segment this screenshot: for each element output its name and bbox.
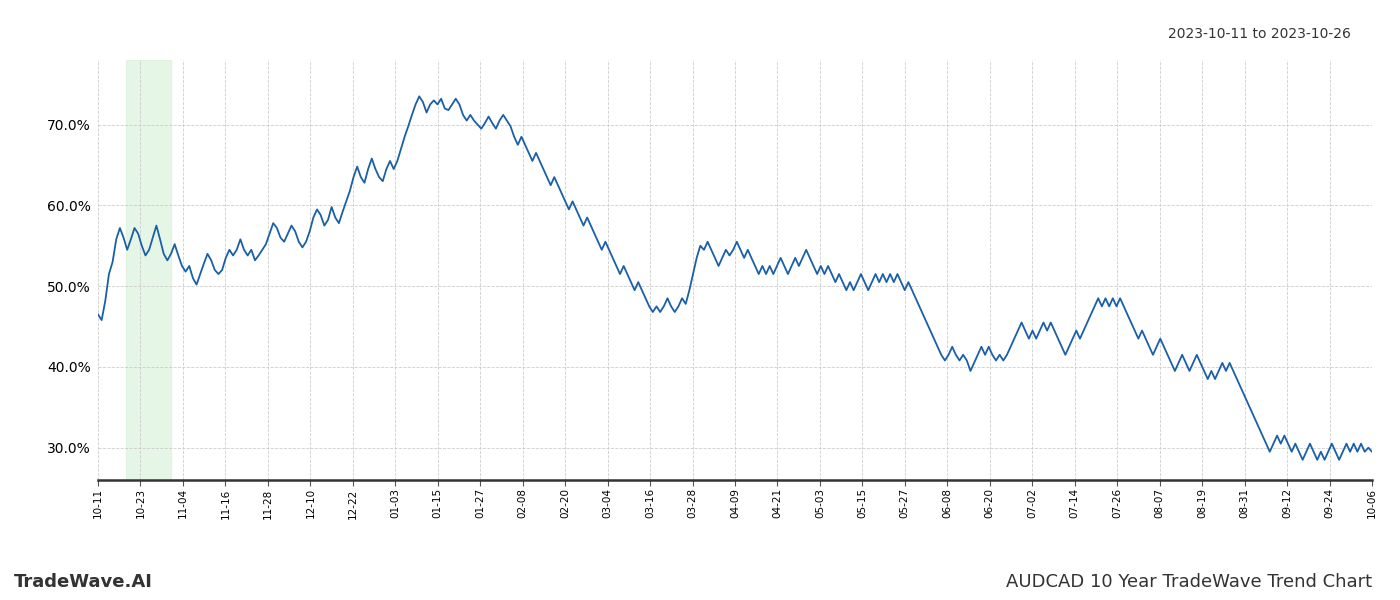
Text: TradeWave.AI: TradeWave.AI [14,573,153,591]
Text: AUDCAD 10 Year TradeWave Trend Chart: AUDCAD 10 Year TradeWave Trend Chart [1005,573,1372,591]
Text: 2023-10-11 to 2023-10-26: 2023-10-11 to 2023-10-26 [1168,27,1351,41]
Bar [126,60,171,480]
